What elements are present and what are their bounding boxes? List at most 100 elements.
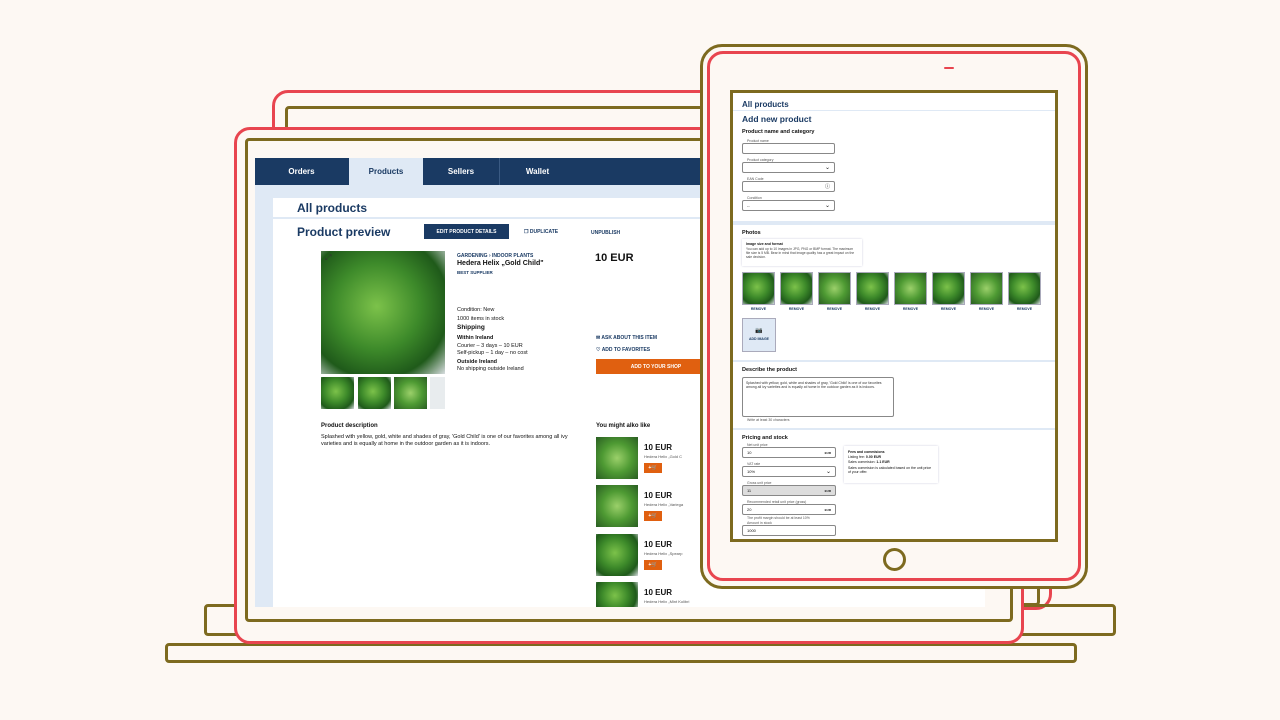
photo-thumb[interactable]	[894, 272, 927, 305]
net-price-label: Net unit price	[747, 443, 768, 447]
related-title: You might alko like	[596, 423, 651, 429]
related-price: 10 EUR	[644, 588, 673, 597]
related-image[interactable]	[596, 437, 638, 479]
add-image-button[interactable]: 📷 ADD IMAGE	[742, 318, 776, 352]
camera-icon: 📷	[755, 328, 763, 334]
tab-wallet[interactable]: Wallet	[499, 158, 575, 185]
product-name-label: Product name	[747, 139, 769, 143]
favorites-button[interactable]: ♡ ADD TO FAVORITES	[596, 347, 651, 353]
related-name: Hedera Helix „Mint Kolibri	[644, 599, 690, 604]
product-category-label: Product category	[747, 158, 774, 162]
product-main-image[interactable]	[321, 251, 445, 374]
vat-value: 10%	[747, 469, 756, 474]
divider	[733, 110, 1055, 111]
remove-button[interactable]: REMOVE	[788, 307, 805, 311]
condition-value: --	[747, 203, 750, 208]
thumbnail[interactable]	[358, 377, 391, 409]
tablet-camera	[944, 67, 954, 69]
related-image[interactable]	[596, 534, 638, 576]
laptop-base-lower	[165, 643, 1077, 663]
related-price: 10 EUR	[644, 540, 673, 549]
within-pickup: Self-pickup – 1 day – no cost	[457, 350, 528, 356]
tab-orders[interactable]: Orders	[288, 167, 315, 176]
ean-label: EAN Code	[747, 177, 764, 181]
outside-title: Outside Ireland	[457, 359, 498, 365]
section-divider	[733, 428, 1055, 430]
fees-note: Sales commision is calculated based on t…	[848, 466, 932, 474]
supplier-badge: BEST SUPPLIER	[457, 270, 493, 275]
add-to-cart-button[interactable]: +🛒	[644, 463, 662, 473]
photos-info-text: You can add up to 10 images in JPG, PNG …	[746, 247, 855, 259]
vat-label: VAT rate	[747, 462, 761, 466]
related-price: 10 EUR	[644, 443, 673, 452]
rrp-value: 20	[747, 507, 752, 512]
related-image[interactable]	[596, 485, 638, 527]
listing-fee: Listing fee: 0.00 EUR	[848, 455, 882, 459]
related-image[interactable]	[596, 582, 638, 607]
amount-label: Amount in stock	[747, 521, 772, 525]
within-courier: Courier – 3 days – 10 EUR	[457, 343, 523, 349]
ask-button[interactable]: ✉ ASK ABOUT THIS ITEM	[596, 335, 658, 341]
stock: 1000 items in stock	[457, 316, 505, 322]
product-name-input[interactable]	[742, 143, 835, 154]
add-to-cart-button[interactable]: +🛒	[644, 560, 662, 570]
thumbnail[interactable]	[430, 377, 445, 409]
remove-button[interactable]: REMOVE	[750, 307, 767, 311]
unpublish-button[interactable]: UNPUBLISH	[591, 230, 621, 236]
currency: EUR	[824, 450, 831, 455]
section-divider	[733, 360, 1055, 362]
rrp-input[interactable]: 20 EUR	[742, 504, 836, 515]
remove-button[interactable]: REMOVE	[826, 307, 843, 311]
currency: EUR	[824, 507, 831, 512]
remove-button[interactable]: REMOVE	[940, 307, 957, 311]
ask-label: ASK ABOUT THIS ITEM	[601, 335, 658, 341]
gross-label: Gross unit price	[747, 481, 772, 485]
duplicate-button[interactable]: ❐ DUPLICATE	[524, 229, 559, 235]
add-image-label: ADD IMAGE	[748, 337, 770, 341]
pricing-title: Pricing and stock	[742, 435, 788, 441]
photo-thumb[interactable]	[1008, 272, 1041, 305]
photo-thumb[interactable]	[856, 272, 889, 305]
thumbnail[interactable]	[394, 377, 427, 409]
fees-box: Fees and commisions Listing fee: 0.00 EU…	[844, 446, 938, 483]
net-price-input[interactable]: 10 EUR	[742, 447, 836, 458]
page-title: Add new product	[742, 114, 812, 124]
photo-thumb[interactable]	[780, 272, 813, 305]
add-to-shop-button[interactable]: ADD TO YOUR SHOP	[596, 359, 716, 374]
remove-button[interactable]: REMOVE	[902, 307, 919, 311]
amount-input[interactable]: 1000	[742, 525, 836, 536]
remove-button[interactable]: REMOVE	[1016, 307, 1033, 311]
divider	[273, 217, 985, 219]
description-textarea[interactable]: Splashed with yellow, gold, white and sh…	[742, 377, 894, 417]
product-name: Hedera Helix „Gold Child"	[457, 260, 544, 267]
name-section-title: Product name and category	[742, 129, 815, 135]
favorites-label: ADD TO FAVORITES	[601, 347, 651, 353]
photo-thumb[interactable]	[742, 272, 775, 305]
thumbnail[interactable]	[321, 377, 354, 409]
remove-button[interactable]: REMOVE	[864, 307, 881, 311]
product-price: 10 EUR	[595, 252, 634, 264]
expand-icon[interactable]: ⤢	[325, 253, 332, 262]
remove-button[interactable]: REMOVE	[978, 307, 995, 311]
describe-hint: Write at least 30 characters	[747, 418, 790, 422]
vat-select[interactable]: 10% ⌄	[742, 466, 836, 477]
rrp-hint: The profit margin should be at least 10%	[747, 516, 810, 520]
tablet-home-button[interactable]	[883, 548, 906, 571]
tab-products[interactable]: Products	[349, 158, 423, 185]
within-title: Within Ireland	[457, 335, 494, 341]
tab-sellers[interactable]: Sellers	[447, 167, 475, 176]
edit-product-button[interactable]: EDIT PRODUCT DETAILS	[424, 224, 509, 239]
related-name: Hedera Helix „Variega	[644, 502, 684, 507]
photo-thumb[interactable]	[818, 272, 851, 305]
add-to-cart-button[interactable]: +🛒	[644, 511, 662, 521]
ean-input[interactable]: ⓘ	[742, 181, 835, 192]
product-category[interactable]: GARDENING › INDOOR PLANTS	[457, 253, 534, 259]
condition-select[interactable]: -- ⌄	[742, 200, 835, 211]
photo-thumb[interactable]	[932, 272, 965, 305]
gross-value: 11	[747, 488, 752, 493]
describe-title: Describe the product	[742, 367, 798, 373]
fees-title: Fees and commisions	[848, 450, 885, 454]
tablet-inner-frame	[707, 51, 1081, 581]
product-category-select[interactable]: ⌄	[742, 162, 835, 173]
photo-thumb[interactable]	[970, 272, 1003, 305]
